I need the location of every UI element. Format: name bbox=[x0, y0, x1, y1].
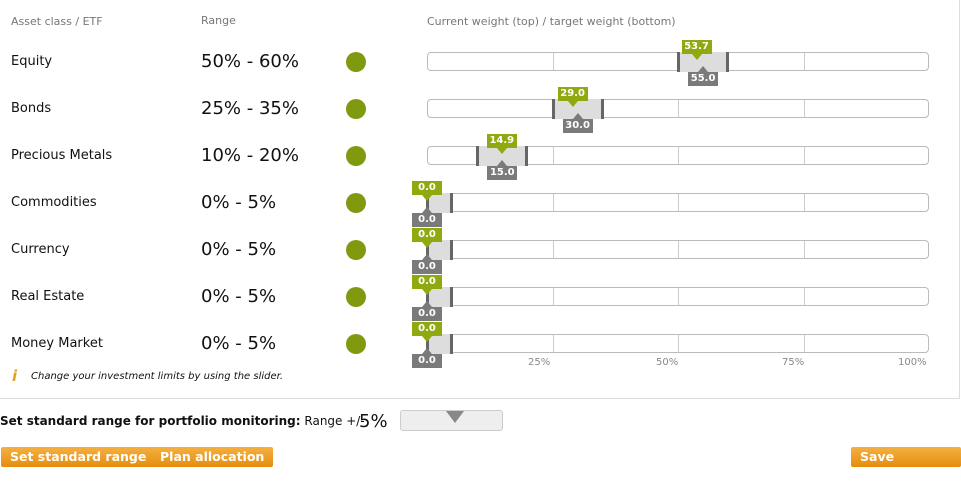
axis-label: 100% bbox=[898, 357, 927, 368]
grid-tick bbox=[552, 53, 554, 70]
target-weight-label: 55.0 bbox=[688, 66, 719, 86]
status-dot-icon bbox=[346, 99, 366, 119]
axis-label: 50% bbox=[656, 357, 679, 368]
range-slider-handle[interactable] bbox=[426, 240, 454, 260]
asset-name: Bonds bbox=[11, 101, 52, 116]
grid-tick bbox=[678, 194, 679, 211]
current-weight-label: 0.0 bbox=[412, 228, 442, 248]
current-weight-label: 0.0 bbox=[412, 275, 442, 295]
asset-range: 25% - 35% bbox=[201, 98, 299, 119]
asset-row: Bonds 25% - 35% 29.0 30.0 bbox=[0, 87, 960, 156]
grid-tick bbox=[678, 335, 679, 352]
target-weight-label: 0.0 bbox=[412, 348, 442, 368]
current-weight-label: 53.7 bbox=[681, 40, 712, 60]
range-slider-handle[interactable] bbox=[476, 146, 529, 166]
asset-range: 0% - 5% bbox=[201, 192, 277, 213]
range-slider-handle[interactable] bbox=[426, 334, 454, 354]
weight-slider-track[interactable] bbox=[427, 99, 929, 118]
range-slider-handle[interactable] bbox=[426, 193, 454, 213]
grid-tick bbox=[803, 288, 805, 305]
range-label: Range +/- bbox=[304, 414, 365, 428]
header-range: Range bbox=[201, 14, 236, 27]
asset-name: Currency bbox=[11, 242, 70, 257]
asset-range: 0% - 5% bbox=[201, 239, 277, 260]
weight-slider-track[interactable] bbox=[427, 193, 929, 212]
range-slider-handle[interactable] bbox=[426, 287, 454, 307]
asset-name: Commodities bbox=[11, 195, 97, 210]
grid-tick bbox=[552, 335, 554, 352]
weight-slider-track[interactable] bbox=[427, 240, 929, 259]
current-weight-label: 29.0 bbox=[557, 87, 588, 107]
status-dot-icon bbox=[346, 193, 366, 213]
axis-label: 25% bbox=[528, 357, 551, 368]
status-dot-icon bbox=[346, 334, 366, 354]
grid-tick bbox=[552, 194, 554, 211]
current-weight-label: 0.0 bbox=[412, 181, 442, 201]
asset-range: 10% - 20% bbox=[201, 145, 299, 166]
set-standard-range-button[interactable]: Set standard range bbox=[1, 447, 156, 467]
asset-range: 50% - 60% bbox=[201, 51, 299, 72]
info-icon: i bbox=[12, 367, 18, 385]
asset-range: 0% - 5% bbox=[201, 333, 277, 354]
range-slider-handle[interactable] bbox=[551, 99, 604, 119]
asset-row: Money Market 0% - 5% 0.0 0.0 bbox=[0, 322, 960, 391]
target-weight-label: 0.0 bbox=[412, 301, 442, 321]
target-weight-label: 30.0 bbox=[562, 113, 593, 133]
status-dot-icon bbox=[346, 287, 366, 307]
asset-row: Commodities 0% - 5% 0.0 0.0 bbox=[0, 181, 960, 250]
asset-name: Money Market bbox=[11, 336, 103, 351]
asset-range: 0% - 5% bbox=[201, 286, 277, 307]
grid-tick bbox=[803, 53, 805, 70]
grid-tick bbox=[678, 100, 679, 117]
info-text: Change your investment limits by using t… bbox=[31, 371, 284, 382]
grid-tick bbox=[678, 147, 679, 164]
status-dot-icon bbox=[346, 146, 366, 166]
axis-label: 75% bbox=[782, 357, 805, 368]
header-asset: Asset class / ETF bbox=[11, 15, 103, 28]
grid-tick bbox=[552, 147, 554, 164]
grid-tick bbox=[803, 335, 805, 352]
weight-slider-track[interactable] bbox=[427, 287, 929, 306]
target-weight-label: 0.0 bbox=[412, 254, 442, 274]
grid-tick bbox=[803, 147, 805, 164]
status-dot-icon bbox=[346, 52, 366, 72]
current-weight-label: 14.9 bbox=[486, 134, 517, 154]
asset-row: Precious Metals 10% - 20% 14.9 15.0 bbox=[0, 134, 960, 203]
allocation-panel bbox=[0, 0, 960, 399]
asset-name: Equity bbox=[11, 54, 53, 69]
grid-tick bbox=[803, 194, 805, 211]
plan-allocation-button[interactable]: Plan allocation bbox=[151, 447, 274, 467]
asset-row: Currency 0% - 5% 0.0 0.0 bbox=[0, 228, 960, 297]
grid-tick bbox=[678, 241, 679, 258]
asset-row: Equity 50% - 60% 53.7 55.0 bbox=[0, 40, 960, 109]
target-weight-label: 15.0 bbox=[487, 160, 518, 180]
standard-range-label: Set standard range for portfolio monitor… bbox=[0, 414, 365, 428]
grid-tick bbox=[803, 241, 805, 258]
standard-range-slider[interactable] bbox=[400, 410, 503, 431]
standard-label: Set standard range for portfolio monitor… bbox=[0, 414, 301, 428]
grid-tick bbox=[678, 288, 679, 305]
current-weight-label: 0.0 bbox=[412, 322, 442, 342]
range-slider-handle[interactable] bbox=[677, 52, 730, 72]
grid-tick bbox=[552, 241, 554, 258]
grid-tick bbox=[803, 100, 805, 117]
save-changes-button[interactable]: Save Changes bbox=[851, 447, 961, 484]
asset-row: Real Estate 0% - 5% 0.0 0.0 bbox=[0, 275, 960, 344]
weight-slider-track[interactable] bbox=[427, 334, 929, 353]
standard-range-value: 5% bbox=[359, 411, 388, 432]
weight-slider-track[interactable] bbox=[427, 146, 929, 165]
header-weight: Current weight (top) / target weight (bo… bbox=[427, 15, 676, 28]
asset-name: Real Estate bbox=[11, 289, 85, 304]
grid-tick bbox=[552, 288, 554, 305]
target-weight-label: 0.0 bbox=[412, 207, 442, 227]
asset-name: Precious Metals bbox=[11, 148, 113, 163]
status-dot-icon bbox=[346, 240, 366, 260]
